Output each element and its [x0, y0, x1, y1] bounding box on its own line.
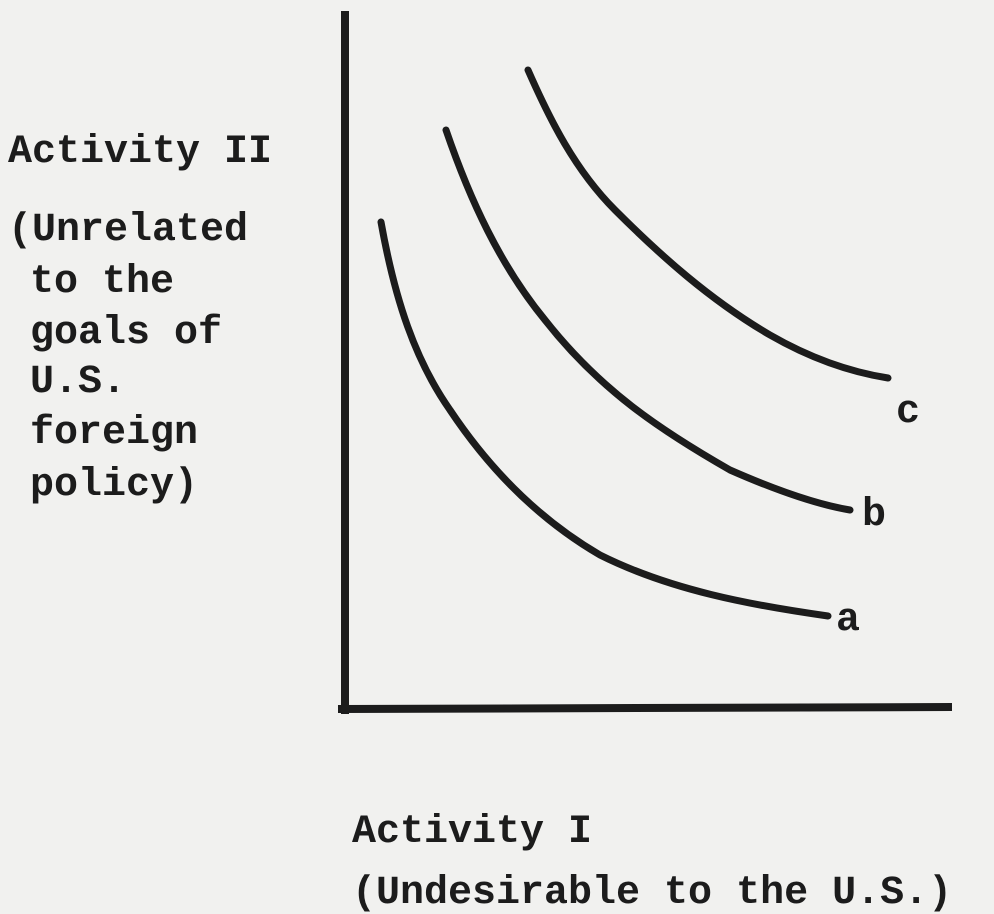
y-axis-note: policy) — [30, 463, 198, 508]
y-axis-note: (Unrelated — [8, 208, 248, 253]
x-axis-note: (Undesirable to the U.S.) — [352, 871, 952, 914]
x-axis — [337, 702, 953, 714]
curve-b — [442, 126, 854, 514]
curve-c — [524, 66, 892, 382]
y-axis-note: U.S. — [30, 360, 126, 405]
y-axis-note: foreign — [30, 411, 198, 456]
y-axis-note: to the — [30, 260, 174, 305]
curve-label: c — [896, 390, 920, 435]
curve-label: a — [836, 598, 860, 643]
curve-label: b — [862, 493, 886, 538]
curve-a — [377, 218, 832, 620]
x-axis-title: Activity I — [352, 810, 592, 855]
y-axis-note: goals of — [30, 311, 222, 356]
y-axis-title: Activity II — [8, 130, 272, 175]
